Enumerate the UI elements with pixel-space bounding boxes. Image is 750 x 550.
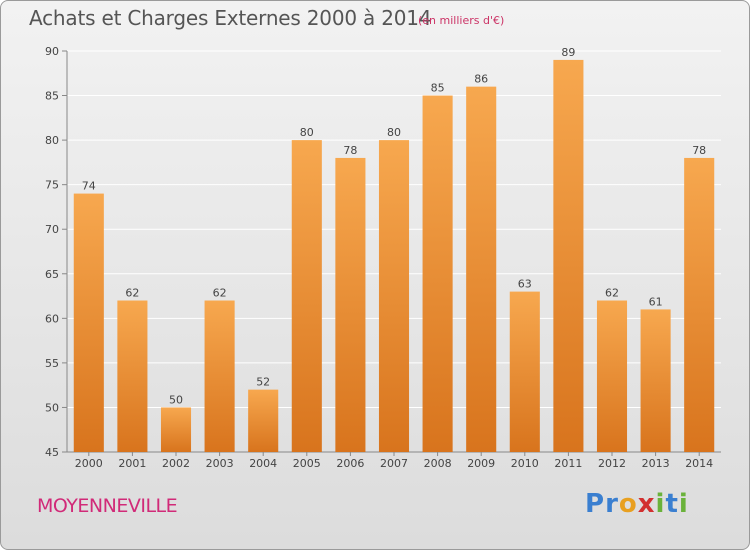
x-tick-label: 2005 (293, 457, 321, 470)
y-tick-label: 90 (45, 45, 59, 58)
bar (335, 157, 366, 452)
logo-letter: P (585, 489, 606, 519)
bar (160, 407, 192, 452)
x-tick-label: 2013 (642, 457, 670, 470)
x-tick-label: 2012 (598, 457, 626, 470)
data-label: 85 (431, 82, 445, 95)
chart-subtitle: (en milliers d'€) (418, 14, 505, 27)
x-tick-label: 2007 (380, 457, 408, 470)
y-tick-label: 85 (45, 90, 59, 103)
bar (684, 157, 715, 452)
data-label: 62 (125, 287, 139, 300)
data-label: 80 (300, 126, 314, 139)
data-label: 52 (256, 376, 270, 389)
data-label: 50 (169, 393, 183, 406)
x-tick-label: 2004 (249, 457, 277, 470)
bar (73, 193, 104, 453)
data-label: 62 (213, 287, 227, 300)
logo-letter: r (605, 489, 619, 519)
proxiti-logo[interactable]: Proxiti (585, 489, 689, 519)
bar (509, 291, 540, 452)
bar (248, 389, 279, 452)
chart-title: Achats et Charges Externes 2000 à 2014 (29, 6, 432, 30)
y-tick-label: 45 (45, 446, 59, 459)
y-tick-label: 55 (45, 357, 59, 370)
logo-letter: x (637, 489, 656, 519)
bar (204, 300, 235, 452)
y-tick-label: 80 (45, 134, 59, 147)
x-tick-label: 2008 (424, 457, 452, 470)
x-tick-label: 2003 (206, 457, 234, 470)
data-label: 74 (82, 180, 96, 193)
x-tick-labels: 2000 2001 2002 2003 2004 2005 2006 2007 2008 2009… (75, 452, 713, 470)
bar (291, 140, 322, 452)
x-tick-label: 2006 (336, 457, 364, 470)
logo-letter: i (655, 489, 666, 519)
y-tick-labels: 45 50 55 60 65 70 75 80 85 90 (45, 45, 59, 459)
x-tick-label: 2009 (467, 457, 495, 470)
bar (378, 140, 410, 452)
bars (73, 59, 715, 453)
data-label: 80 (387, 126, 401, 139)
bar (596, 300, 628, 452)
data-label: 61 (649, 295, 663, 308)
y-tick-label: 65 (45, 268, 59, 281)
y-tick-label: 70 (45, 223, 59, 236)
y-tick-label: 50 (45, 401, 59, 414)
x-tick-label: 2002 (162, 457, 190, 470)
bar (117, 300, 148, 452)
bar (466, 86, 497, 453)
bar (553, 59, 584, 453)
x-tick-label: 2000 (75, 457, 103, 470)
x-tick-label: 2001 (118, 457, 146, 470)
logo-letter: o (618, 489, 638, 519)
data-label: 63 (518, 278, 532, 291)
data-label: 86 (474, 73, 488, 86)
data-label: 78 (692, 144, 706, 157)
y-tick-label: 75 (45, 179, 59, 192)
data-label: 62 (605, 287, 619, 300)
logo-letter: i (678, 489, 689, 519)
data-labels: 74 62 50 62 52 80 78 80 85 86 63 89 62 61 78 (82, 46, 706, 407)
y-tick-label: 60 (45, 312, 59, 325)
logo-letter: t (665, 489, 679, 519)
bar (422, 95, 453, 453)
data-label: 89 (561, 46, 575, 59)
x-tick-label: 2014 (685, 457, 713, 470)
data-label: 78 (343, 144, 357, 157)
bar (640, 309, 671, 452)
x-tick-label: 2011 (554, 457, 582, 470)
x-tick-label: 2010 (511, 457, 539, 470)
town-name: MOYENNEVILLE (37, 495, 178, 517)
